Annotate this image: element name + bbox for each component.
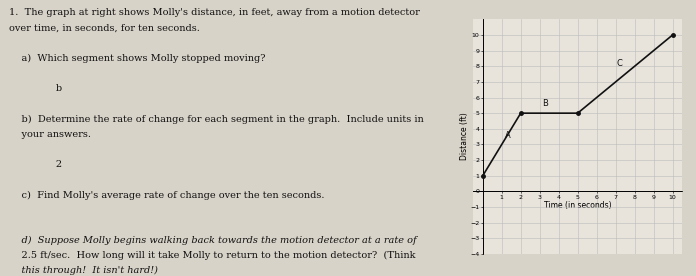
Text: b)  Determine the rate of change for each segment in the graph.  Include units i: b) Determine the rate of change for each… bbox=[9, 115, 424, 124]
Text: this through!  It isn't hard!): this through! It isn't hard!) bbox=[9, 266, 158, 275]
Text: d)  Suppose Molly begins walking back towards the motion detector at a rate of: d) Suppose Molly begins walking back tow… bbox=[9, 236, 417, 245]
Text: 1.  The graph at right shows Molly's distance, in feet, away from a motion detec: 1. The graph at right shows Molly's dist… bbox=[9, 8, 420, 17]
Text: 2: 2 bbox=[9, 160, 63, 169]
Text: b: b bbox=[9, 84, 63, 93]
Y-axis label: Distance (ft): Distance (ft) bbox=[459, 113, 468, 161]
Text: B: B bbox=[542, 99, 548, 108]
Text: over time, in seconds, for ten seconds.: over time, in seconds, for ten seconds. bbox=[9, 23, 200, 33]
Text: your answers.: your answers. bbox=[9, 130, 91, 139]
Text: A: A bbox=[505, 131, 510, 140]
Text: a)  Which segment shows Molly stopped moving?: a) Which segment shows Molly stopped mov… bbox=[9, 54, 266, 63]
Text: C: C bbox=[617, 59, 622, 68]
X-axis label: Time (in seconds): Time (in seconds) bbox=[544, 201, 612, 210]
Text: c)  Find Molly's average rate of change over the ten seconds.: c) Find Molly's average rate of change o… bbox=[9, 190, 325, 200]
Text: 2.5 ft/sec.  How long will it take Molly to return to the motion detector?  (Thi: 2.5 ft/sec. How long will it take Molly … bbox=[9, 251, 416, 260]
